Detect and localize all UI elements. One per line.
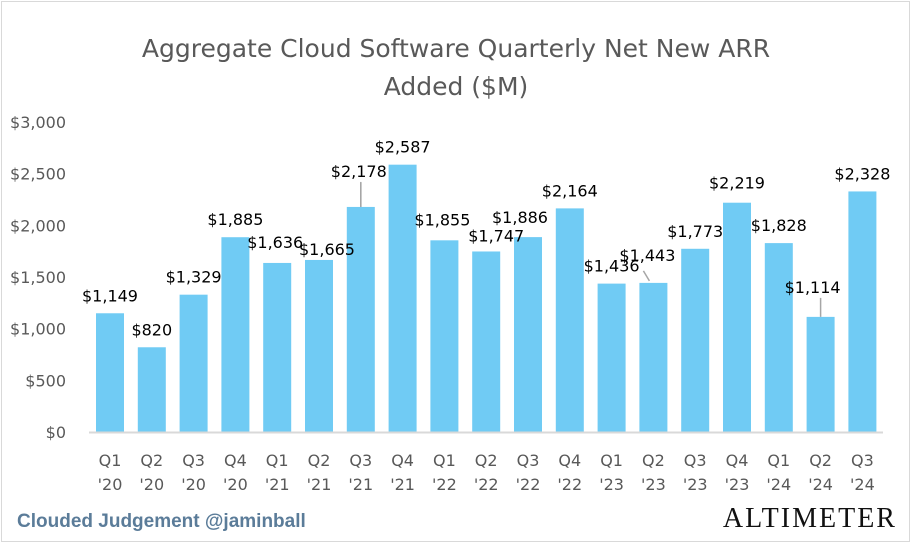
x-tick-quarter: Q3: [349, 451, 372, 470]
data-label: $1,773: [667, 222, 723, 241]
x-tick-year: '21: [307, 475, 332, 494]
data-label: $2,164: [542, 181, 598, 200]
data-label: $1,436: [584, 257, 640, 276]
x-tick-year: '23: [683, 475, 708, 494]
y-tick-label: $2,000: [10, 216, 66, 235]
data-label: $1,828: [751, 216, 807, 235]
data-label: $1,886: [492, 208, 548, 227]
bar: [514, 237, 542, 432]
data-label: $2,587: [375, 138, 431, 157]
data-label: $1,747: [468, 226, 524, 245]
x-tick-year: '23: [725, 475, 750, 494]
x-tick-quarter: Q3: [182, 451, 205, 470]
y-tick-label: $3,000: [10, 113, 66, 132]
x-tick-year: '22: [516, 475, 541, 494]
data-label: $1,665: [299, 240, 355, 259]
bar: [96, 313, 124, 432]
y-tick-label: $2,500: [10, 165, 66, 184]
x-tick-quarter: Q2: [809, 451, 832, 470]
x-tick-year: '24: [808, 475, 833, 494]
data-label: $1,636: [247, 233, 303, 252]
bar: [555, 208, 584, 432]
chart-title-line-1: Aggregate Cloud Software Quarterly Net N…: [142, 34, 770, 63]
x-tick-quarter: Q1: [767, 451, 790, 470]
data-label: $1,855: [414, 210, 470, 229]
x-tick-quarter: Q3: [684, 451, 707, 470]
bar: [764, 243, 793, 432]
bar: [723, 202, 751, 432]
y-tick-label: $1,000: [10, 320, 66, 339]
x-tick-quarter: Q2: [308, 451, 331, 470]
data-label: $2,328: [834, 164, 890, 183]
x-tick-year: '20: [181, 475, 206, 494]
bar: [597, 283, 626, 432]
bar: [681, 248, 710, 432]
x-tick-year: '21: [265, 475, 290, 494]
bar: [806, 316, 835, 432]
x-tick-year: '24: [850, 475, 875, 494]
bar: [430, 240, 459, 432]
x-tick-quarter: Q4: [558, 451, 581, 470]
bar: [305, 259, 333, 432]
x-tick-year: '21: [348, 475, 373, 494]
x-tick-year: '22: [557, 475, 582, 494]
x-tick-year: '23: [599, 475, 624, 494]
label-leader-line: [642, 270, 651, 282]
bar: [179, 294, 208, 432]
bar: [137, 347, 166, 432]
bar: [221, 237, 250, 432]
x-tick-year: '20: [98, 475, 123, 494]
x-tick-quarter: Q2: [642, 451, 665, 470]
x-tick-year: '21: [390, 475, 415, 494]
x-tick-quarter: Q1: [266, 451, 289, 470]
x-tick-quarter: Q4: [726, 451, 749, 470]
x-tick-quarter: Q2: [140, 451, 163, 470]
data-label: $820: [131, 320, 172, 339]
altimeter-logo: ALTIMETER: [722, 503, 897, 534]
data-label: $2,219: [709, 174, 765, 193]
x-tick-year: '20: [223, 475, 248, 494]
data-label: $1,329: [166, 268, 222, 287]
x-tick-year: '23: [641, 475, 666, 494]
y-tick-label: $0: [46, 423, 66, 442]
data-label: $1,149: [82, 286, 138, 305]
y-tick-label: $500: [25, 371, 66, 390]
x-tick-quarter: Q1: [99, 451, 122, 470]
data-label: $1,114: [785, 278, 841, 297]
bar: [472, 251, 501, 432]
data-label: $1,885: [207, 210, 263, 229]
x-tick-year: '24: [766, 475, 791, 494]
x-tick-quarter: Q1: [433, 451, 456, 470]
x-tick-quarter: Q1: [600, 451, 623, 470]
x-tick-quarter: Q2: [475, 451, 498, 470]
bar: [263, 262, 292, 432]
x-tick-year: '20: [139, 475, 164, 494]
data-label: $1,443: [619, 246, 675, 265]
bar: [639, 282, 668, 432]
bar: [848, 191, 877, 432]
bar: [388, 164, 417, 432]
x-tick-quarter: Q3: [851, 451, 874, 470]
x-tick-quarter: Q3: [517, 451, 540, 470]
y-tick-label: $1,500: [10, 268, 66, 287]
data-label: $2,178: [331, 162, 387, 181]
x-tick-quarter: Q4: [224, 451, 247, 470]
chart-title-line-2: Added ($M): [384, 72, 529, 101]
x-tick-quarter: Q4: [391, 451, 414, 470]
bar: [346, 206, 375, 432]
source-credit: Clouded Judgement @jaminball: [17, 511, 306, 532]
x-tick-year: '22: [474, 475, 499, 494]
x-tick-year: '22: [432, 475, 457, 494]
